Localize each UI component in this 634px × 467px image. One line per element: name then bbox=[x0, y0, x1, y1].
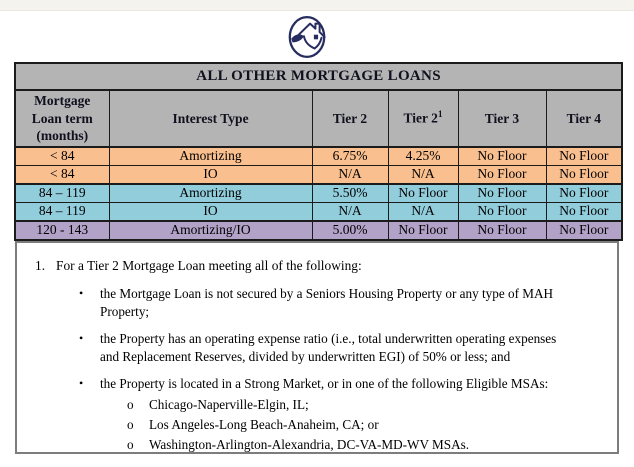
table-row: 84 – 119 Amortizing 5.50% No Floor No Fl… bbox=[14, 183, 623, 203]
cell-tier2: 5.00% bbox=[311, 220, 389, 241]
col-header-interest-type: Interest Type bbox=[108, 89, 313, 148]
mortgage-loans-table: ALL OTHER MORTGAGE LOANS Mortgage Loan t… bbox=[14, 62, 624, 241]
footnote-sub-bullet-2: o Los Angeles-Long Beach-Anaheim, CA; or bbox=[127, 416, 617, 433]
cell-tier2: N/A bbox=[311, 165, 389, 185]
bullet-text-line: and Replacement Reserves, divided by und… bbox=[100, 348, 511, 364]
page-top-strip bbox=[0, 0, 634, 11]
col-header-tier4: Tier 4 bbox=[545, 89, 623, 148]
cell-tier2-footnoted: No Floor bbox=[387, 220, 459, 241]
bullet-icon: • bbox=[79, 286, 84, 300]
cell-term: < 84 bbox=[14, 165, 110, 185]
cell-interest-type: IO bbox=[108, 165, 313, 185]
cell-tier4: No Floor bbox=[545, 165, 623, 185]
cell-tier4: No Floor bbox=[545, 183, 623, 203]
sub-bullet-text: Washington-Arlington-Alexandria, DC-VA-M… bbox=[149, 436, 470, 452]
cell-term: 84 – 119 bbox=[14, 183, 110, 203]
cell-tier2: N/A bbox=[311, 202, 389, 222]
table-title: ALL OTHER MORTGAGE LOANS bbox=[14, 62, 623, 91]
cell-interest-type: IO bbox=[108, 202, 313, 222]
sub-bullet-text: Chicago-Naperville-Elgin, IL; bbox=[149, 396, 309, 412]
cell-tier2-footnoted: No Floor bbox=[387, 183, 459, 203]
cell-tier2: 6.75% bbox=[311, 146, 389, 166]
fannie-mae-logo bbox=[282, 11, 332, 63]
footnote-bullet-2: • the Property has an operating expense … bbox=[79, 330, 617, 365]
sub-bullet-icon: o bbox=[127, 396, 134, 412]
footnote-box: 1. For a Tier 2 Mortgage Loan meeting al… bbox=[15, 241, 619, 454]
footnote-superscript: 1 bbox=[437, 109, 443, 120]
cell-tier4: No Floor bbox=[545, 202, 623, 222]
sub-bullet-text: Los Angeles-Long Beach-Anaheim, CA; or bbox=[149, 416, 379, 432]
cell-tier3: No Floor bbox=[457, 146, 547, 166]
bullet-text-line: the Mortgage Loan is not secured by a Se… bbox=[100, 286, 554, 301]
table-row: 120 - 143 Amortizing/IO 5.00% No Floor N… bbox=[14, 220, 623, 241]
footnote-item-1: 1. For a Tier 2 Mortgage Loan meeting al… bbox=[35, 257, 617, 275]
table-row: < 84 Amortizing 6.75% 4.25% No Floor No … bbox=[14, 146, 623, 166]
footnote-intro-text: For a Tier 2 Mortgage Loan meeting all o… bbox=[56, 258, 362, 273]
cell-tier3: No Floor bbox=[457, 183, 547, 203]
sub-bullet-icon: o bbox=[127, 416, 134, 432]
footnote-sub-bullet-3: o Washington-Arlington-Alexandria, DC-VA… bbox=[127, 436, 617, 453]
cell-interest-type: Amortizing bbox=[108, 146, 313, 166]
footnote-sub-bullet-1: o Chicago-Naperville-Elgin, IL; bbox=[127, 396, 617, 413]
cell-tier4: No Floor bbox=[545, 220, 623, 241]
cell-term: 120 - 143 bbox=[14, 220, 110, 241]
cell-tier2-footnoted: N/A bbox=[387, 202, 459, 222]
table-header-row: Mortgage Loan term (months) Interest Typ… bbox=[14, 89, 623, 148]
table-title-row: ALL OTHER MORTGAGE LOANS bbox=[14, 62, 623, 91]
bullet-icon: • bbox=[79, 331, 84, 345]
cell-tier2-footnoted: 4.25% bbox=[387, 146, 459, 166]
bullet-text-line: Property; bbox=[100, 303, 150, 319]
bullet-icon: • bbox=[79, 376, 84, 390]
table-row: < 84 IO N/A N/A No Floor No Floor bbox=[14, 165, 623, 185]
footnote-bullet-1: • the Mortgage Loan is not secured by a … bbox=[79, 285, 617, 320]
cell-tier3: No Floor bbox=[457, 165, 547, 185]
col-header-tier2-footnoted: Tier 21 bbox=[387, 89, 459, 148]
cell-term: < 84 bbox=[14, 146, 110, 166]
cell-tier3: No Floor bbox=[457, 220, 547, 241]
col-header-tier2: Tier 2 bbox=[311, 89, 389, 148]
cell-tier2-footnoted: N/A bbox=[387, 165, 459, 185]
cell-interest-type: Amortizing bbox=[108, 183, 313, 203]
footnote-number: 1. bbox=[35, 258, 46, 273]
cell-tier2: 5.50% bbox=[311, 183, 389, 203]
cell-term: 84 – 119 bbox=[14, 202, 110, 222]
cell-interest-type: Amortizing/IO bbox=[108, 220, 313, 241]
bullet-text-line: the Property is located in a Strong Mark… bbox=[100, 376, 549, 391]
cell-tier3: No Floor bbox=[457, 202, 547, 222]
footnote-bullet-3: • the Property is located in a Strong Ma… bbox=[79, 375, 617, 393]
col-header-tier3: Tier 3 bbox=[457, 89, 547, 148]
house-in-circle-icon bbox=[288, 15, 326, 59]
table-row: 84 – 119 IO N/A N/A No Floor No Floor bbox=[14, 202, 623, 222]
cell-tier4: No Floor bbox=[545, 146, 623, 166]
sub-bullet-icon: o bbox=[127, 436, 134, 452]
bullet-text-line: the Property has an operating expense ra… bbox=[100, 331, 557, 346]
col-header-term: Mortgage Loan term (months) bbox=[14, 89, 110, 148]
